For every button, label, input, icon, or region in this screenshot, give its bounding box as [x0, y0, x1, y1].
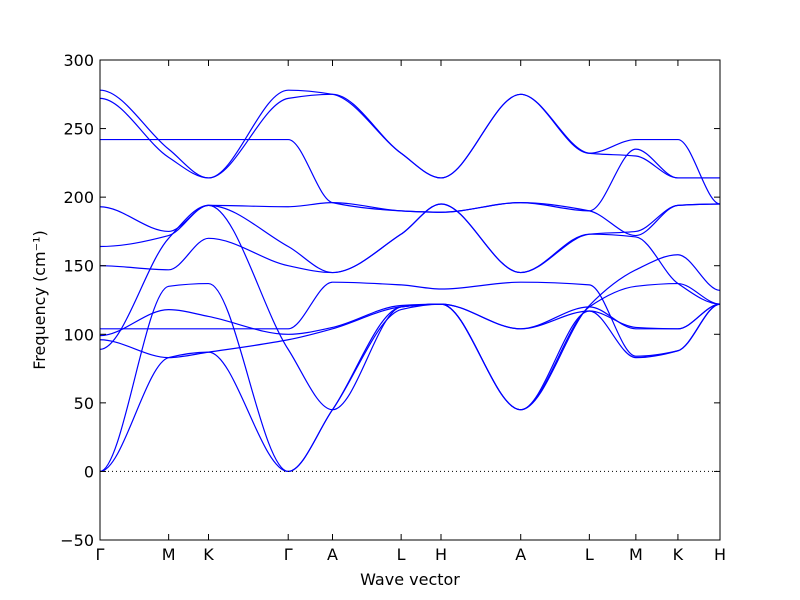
x-tick-label: M: [162, 545, 176, 564]
band-line-10: [100, 138, 720, 213]
y-axis-label: Frequency (cm⁻¹): [30, 230, 49, 369]
y-tick-label: 150: [63, 257, 94, 276]
y-axis: −50 0 50 100 150 200 250 300: [60, 51, 720, 550]
x-tick-label: L: [397, 545, 406, 564]
y-tick-label: 250: [63, 120, 94, 139]
y-tick-label: 100: [63, 325, 94, 344]
y-tick-label: 300: [63, 51, 94, 70]
x-tick-label: A: [515, 545, 526, 564]
x-tick-label: M: [629, 545, 643, 564]
x-tick-label: Γ: [284, 545, 293, 564]
band-line-9: [99, 202, 721, 237]
x-tick-label: A: [327, 545, 338, 564]
x-axis-label: Wave vector: [360, 570, 460, 589]
y-tick-label: −50: [60, 531, 94, 550]
band-line-1: [99, 303, 721, 473]
x-tick-label: H: [435, 545, 447, 564]
x-tick-label: L: [585, 545, 594, 564]
y-tick-label: 0: [84, 462, 94, 481]
band-lines: [99, 89, 721, 473]
x-tick-label: K: [673, 545, 684, 564]
band-line-4: [99, 303, 721, 411]
x-tick-label: Γ: [96, 545, 105, 564]
plot-frame: [99, 59, 721, 541]
band-line-6: [99, 281, 721, 357]
band-line-11: [99, 93, 720, 179]
band-line-2: [99, 282, 721, 473]
band-line-5: [99, 303, 721, 337]
x-tick-label: K: [203, 545, 214, 564]
band-line-12: [99, 89, 721, 205]
band-line-7: [99, 203, 721, 305]
y-tick-label: 200: [63, 188, 94, 207]
x-tick-label: H: [714, 545, 726, 564]
y-tick-label: 50: [74, 394, 94, 413]
